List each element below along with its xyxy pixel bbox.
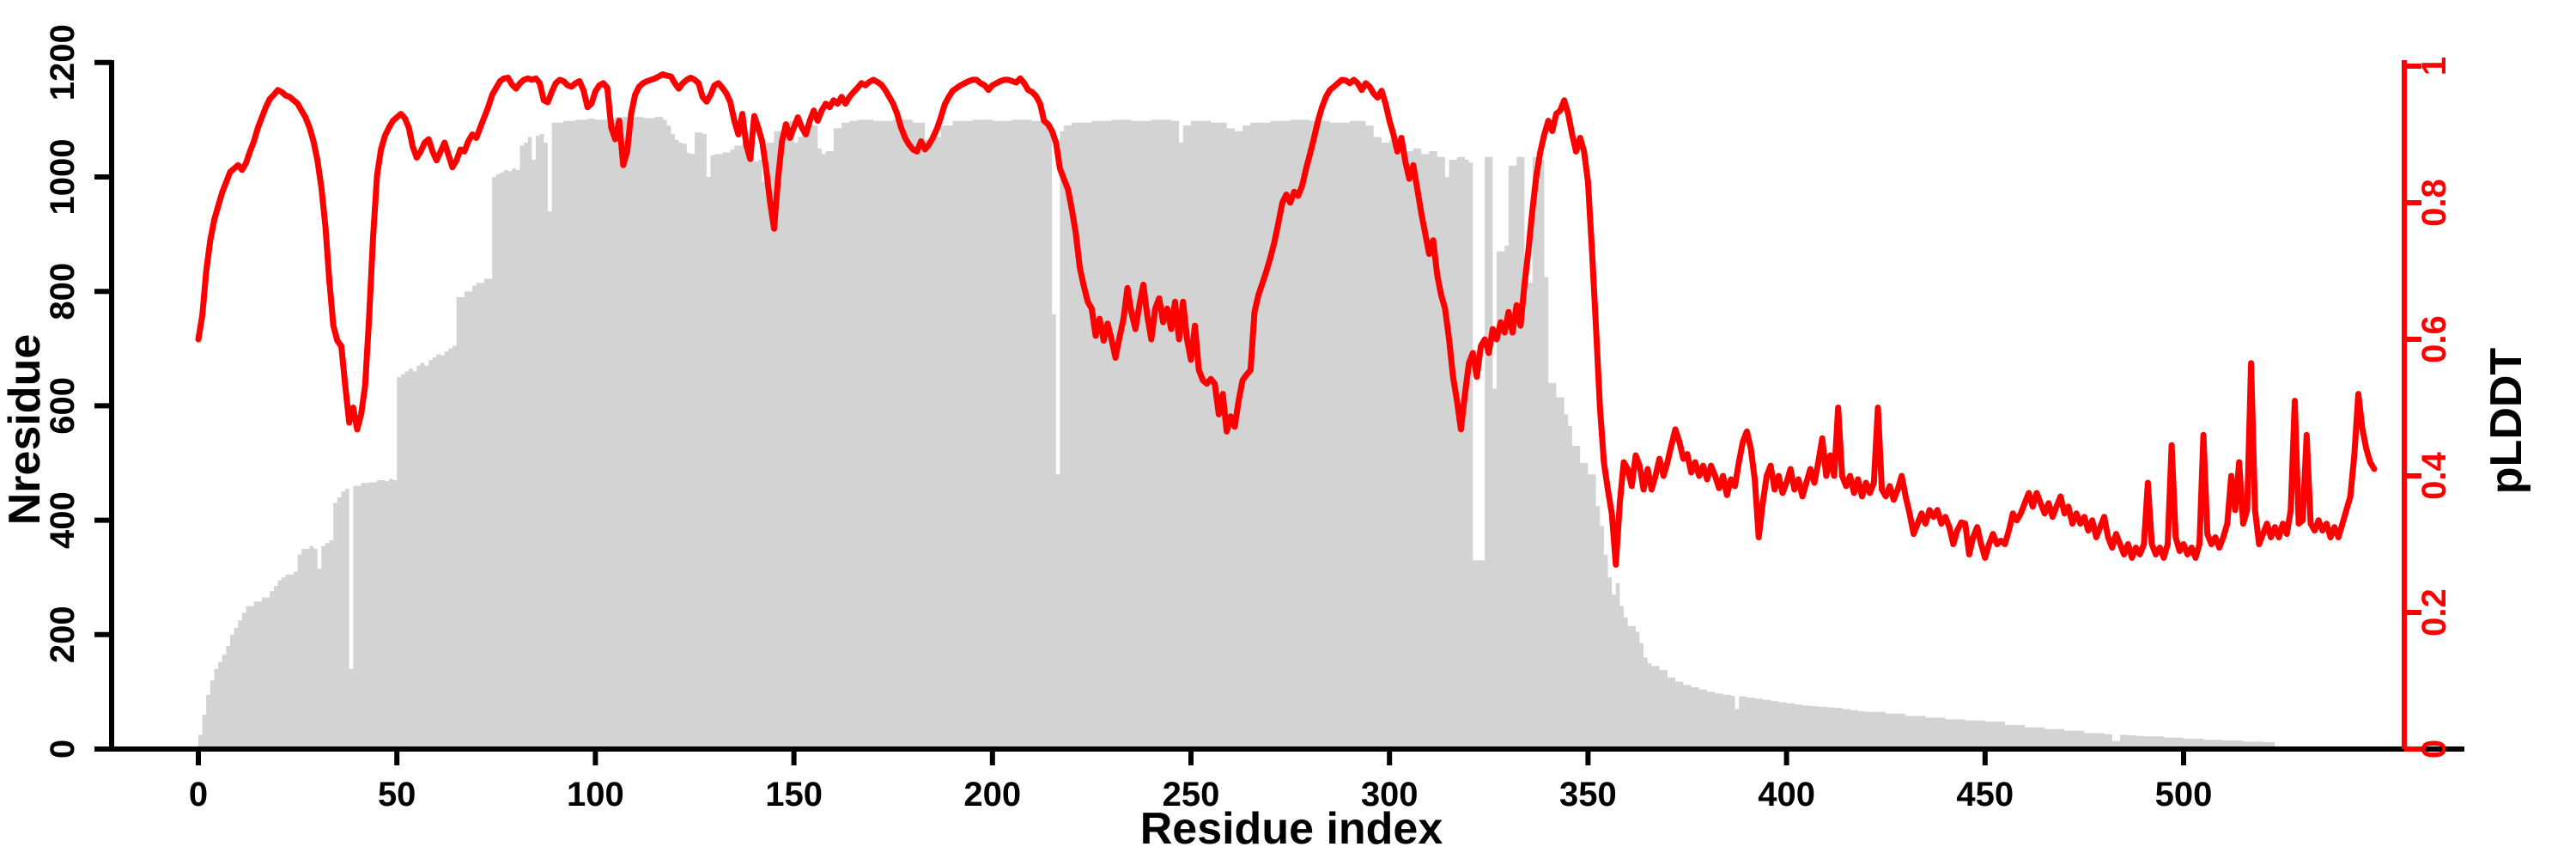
x-tick-label: 300 [1361, 776, 1419, 813]
y-left-tick-label: 1000 [44, 139, 82, 216]
x-axis-title: Residue index [1140, 804, 1443, 854]
x-tick-label: 50 [378, 776, 416, 813]
y-right-tick-label: 0.8 [2415, 179, 2453, 227]
x-tick-label: 500 [2155, 776, 2213, 813]
y-right-tick-label: 0.2 [2415, 588, 2453, 637]
x-tick-label: 250 [1163, 776, 1220, 813]
y-axis-right-ticks: 0 0.2 0.4 0.6 0.8 1 [2404, 57, 2453, 758]
y-axis-left-title: Nresidue [0, 334, 50, 526]
y-right-tick-label: 0.6 [2415, 315, 2453, 363]
y-axis-right-title: pLDDT [2482, 348, 2531, 495]
x-tick-label: 100 [567, 776, 624, 813]
x-tick-label: 200 [963, 776, 1021, 813]
x-axis-ticks: 0 50 100 150 200 250 300 350 400 450 500 [189, 749, 2213, 813]
y-axis-left-ticks: 0 200 400 600 800 1000 1200 [44, 24, 112, 758]
y-right-tick-label: 1 [2415, 57, 2453, 76]
y-left-tick-label: 800 [44, 263, 82, 320]
x-tick-label: 450 [1956, 776, 2014, 813]
x-tick-label: 150 [765, 776, 823, 813]
y-left-tick-label: 200 [44, 606, 82, 663]
y-right-tick-label: 0 [2415, 740, 2453, 758]
y-left-tick-label: 0 [44, 740, 82, 758]
plddt-line [195, 71, 2378, 568]
x-tick-label: 0 [189, 776, 208, 813]
nresidue-bars [198, 117, 2279, 750]
y-left-tick-label: 600 [44, 377, 82, 435]
y-left-tick-label: 400 [44, 491, 82, 549]
x-tick-label: 400 [1758, 776, 1815, 813]
y-right-tick-label: 0.4 [2415, 451, 2453, 499]
x-tick-label: 350 [1559, 776, 1617, 813]
y-left-tick-label: 1200 [44, 24, 82, 101]
